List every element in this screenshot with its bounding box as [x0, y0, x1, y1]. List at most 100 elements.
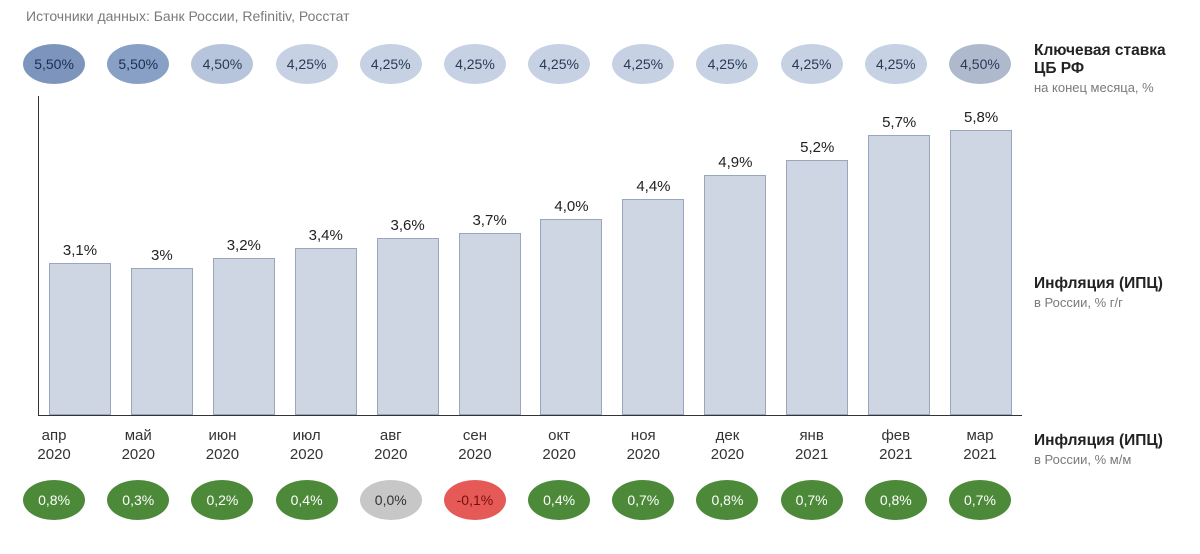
rate-pill-cell: 4,25% — [349, 44, 433, 84]
rate-pill-cell: 4,25% — [601, 44, 685, 84]
mom-pill: 0,8% — [865, 480, 927, 520]
bar-value-label: 3,7% — [472, 212, 506, 229]
x-axis-label: апр2020 — [37, 427, 70, 465]
legend-rate-title: Ключевая ставка ЦБ РФ — [1034, 42, 1188, 78]
rate-pill-cell: 4,25% — [685, 44, 769, 84]
bar — [131, 268, 193, 415]
rate-pill: 4,25% — [865, 44, 927, 84]
bar-value-label: 5,7% — [882, 114, 916, 131]
rate-pill: 4,25% — [612, 44, 674, 84]
bar-cell: 3,1% — [39, 96, 121, 415]
mom-pill-cell: 0,7% — [601, 480, 685, 520]
legend-mom-sub: в России, % м/м — [1034, 452, 1188, 467]
mom-pill: 0,7% — [949, 480, 1011, 520]
rate-pill-row: 5,50% 5,50% 4,50% 4,25% 4,25% 4,25% 4,25% 4,25%… — [12, 42, 1022, 86]
chart-column: 5,50% 5,50% 4,50% 4,25% 4,25% 4,25% 4,25% 4,25%… — [12, 42, 1022, 522]
rate-pill: 4,25% — [360, 44, 422, 84]
mom-pill-cell: 0,8% — [685, 480, 769, 520]
mom-pill: -0,1% — [444, 480, 506, 520]
mom-pill-cell: 0,8% — [12, 480, 96, 520]
legend-mom: Инфляция (ИПЦ) в России, % м/м — [1034, 432, 1188, 467]
x-axis-cell: авг2020 — [349, 427, 433, 465]
x-axis-cell: июл2020 — [265, 427, 349, 465]
bar-value-label: 4,0% — [554, 198, 588, 215]
bar-cell: 5,2% — [776, 96, 858, 415]
bar-value-label: 3,4% — [309, 227, 343, 244]
mom-pill: 0,7% — [781, 480, 843, 520]
rate-pill-cell: 4,25% — [854, 44, 938, 84]
rate-pill-cell: 5,50% — [96, 44, 180, 84]
x-axis-label: ноя2020 — [627, 427, 660, 465]
mom-pill: 0,7% — [612, 480, 674, 520]
bar — [377, 238, 439, 415]
x-axis-label: окт2020 — [542, 427, 575, 465]
bar-value-label: 3,1% — [63, 242, 97, 259]
bar-cell: 5,7% — [858, 96, 940, 415]
bar-value-label: 3% — [151, 247, 173, 264]
legend-yoy-sub: в России, % г/г — [1034, 295, 1188, 310]
mom-pill-cell: 0,2% — [180, 480, 264, 520]
bar — [786, 160, 848, 415]
rate-pill-cell: 4,25% — [517, 44, 601, 84]
mom-pill: 0,4% — [528, 480, 590, 520]
x-axis-cell: дек2020 — [685, 427, 769, 465]
source-text: Источники данных: Банк России, Refinitiv… — [26, 8, 1188, 24]
bar — [540, 219, 602, 415]
bar — [704, 175, 766, 415]
rate-pill: 5,50% — [23, 44, 85, 84]
mom-pill-row: 0,8% 0,3% 0,2% 0,4% 0,0% -0,1% 0,4% 0,7% 0,8% 0,7… — [12, 478, 1022, 522]
x-axis-cell: июн2020 — [180, 427, 264, 465]
x-axis-label: сен2020 — [458, 427, 491, 465]
mom-pill-cell: 0,4% — [517, 480, 601, 520]
mom-pill: 0,0% — [360, 480, 422, 520]
rate-pill-cell: 4,25% — [265, 44, 349, 84]
bar-cell: 3% — [121, 96, 203, 415]
bar-value-label: 4,4% — [636, 178, 670, 195]
x-axis-cell: апр2020 — [12, 427, 96, 465]
x-axis-cell: сен2020 — [433, 427, 517, 465]
x-axis-label: мар2021 — [963, 427, 996, 465]
chart-grid: 5,50% 5,50% 4,50% 4,25% 4,25% 4,25% 4,25% 4,25%… — [12, 42, 1188, 522]
x-axis-label: дек2020 — [711, 427, 744, 465]
x-axis-label: май2020 — [122, 427, 155, 465]
x-axis-labels: апр2020 май2020 июн2020 июл2020 авг2020 сен20… — [12, 422, 1022, 470]
legend-rate-sub: на конец месяца, % — [1034, 80, 1188, 95]
x-axis-label: июл2020 — [290, 427, 323, 465]
bar — [213, 258, 275, 415]
bar-value-label: 5,8% — [964, 109, 998, 126]
mom-pill: 0,8% — [696, 480, 758, 520]
bar-value-label: 5,2% — [800, 139, 834, 156]
mom-pill-cell: -0,1% — [433, 480, 517, 520]
x-axis-cell: ноя2020 — [601, 427, 685, 465]
bar-cell: 3,6% — [367, 96, 449, 415]
bar-value-label: 3,2% — [227, 237, 261, 254]
mom-pill-cell: 0,0% — [349, 480, 433, 520]
x-axis-label: янв2021 — [795, 427, 828, 465]
rate-pill-cell: 4,50% — [180, 44, 264, 84]
mom-pill: 0,8% — [23, 480, 85, 520]
rate-pill-cell: 5,50% — [12, 44, 96, 84]
mom-pill-cell: 0,7% — [770, 480, 854, 520]
x-axis-label: фев2021 — [879, 427, 912, 465]
mom-pill-cell: 0,4% — [265, 480, 349, 520]
rate-pill: 4,50% — [191, 44, 253, 84]
mom-pill: 0,2% — [191, 480, 253, 520]
bar — [622, 199, 684, 415]
bar-cell: 3,7% — [449, 96, 531, 415]
bar-cell: 4,0% — [531, 96, 613, 415]
rate-pill: 5,50% — [107, 44, 169, 84]
rate-pill: 4,25% — [276, 44, 338, 84]
bar-cell: 3,4% — [285, 96, 367, 415]
mom-pill-cell: 0,8% — [854, 480, 938, 520]
rate-pill: 4,25% — [696, 44, 758, 84]
legend-yoy-title: Инфляция (ИПЦ) — [1034, 275, 1188, 293]
bar — [49, 263, 111, 415]
legend-rate: Ключевая ставка ЦБ РФ на конец месяца, % — [1034, 42, 1188, 95]
bar-cell: 4,4% — [612, 96, 694, 415]
bar — [459, 233, 521, 415]
rate-pill: 4,25% — [444, 44, 506, 84]
x-axis-label: авг2020 — [374, 427, 407, 465]
rate-pill-cell: 4,25% — [770, 44, 854, 84]
mom-pill-cell: 0,3% — [96, 480, 180, 520]
bar-cell: 4,9% — [694, 96, 776, 415]
